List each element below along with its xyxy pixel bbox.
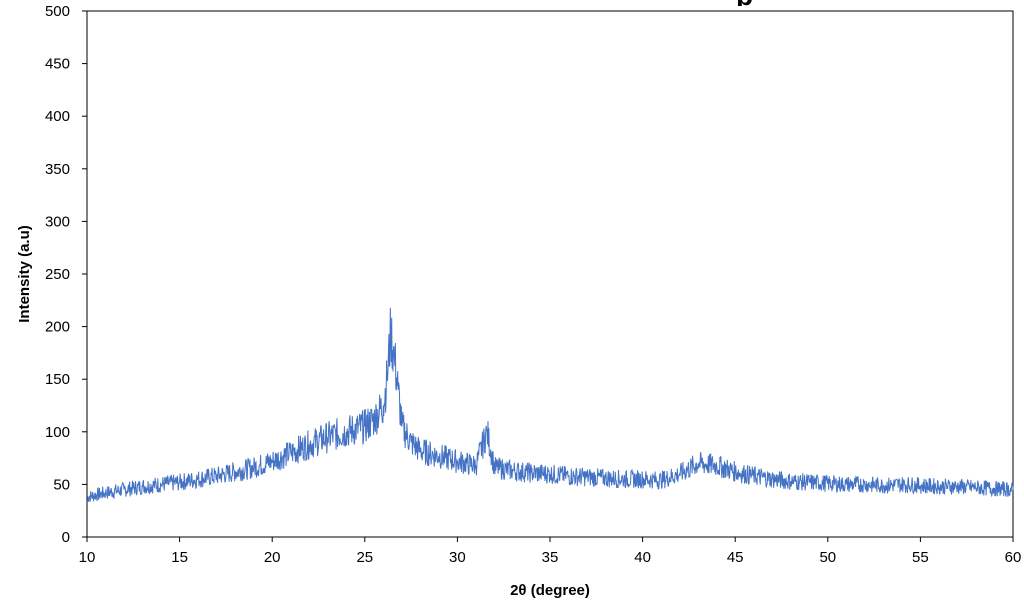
y-axis-ticks: 0 50 100 150 200 250 300 350 400 450 500 <box>45 3 87 546</box>
y-tick-label: 400 <box>45 108 70 125</box>
x-tick-label: 60 <box>1005 549 1022 566</box>
x-tick-label: 30 <box>449 549 466 566</box>
y-tick-label: 200 <box>45 319 70 336</box>
x-tick-label: 35 <box>542 549 559 566</box>
x-axis-ticks: 10 15 20 25 30 35 40 45 50 55 60 <box>79 537 1022 566</box>
x-tick-label: 50 <box>819 549 836 566</box>
x-tick-label: 10 <box>79 549 96 566</box>
x-tick-label: 55 <box>912 549 929 566</box>
x-axis-title: 2θ (degree) <box>510 582 590 599</box>
y-axis-title: Intensity (a.u) <box>16 225 33 323</box>
y-tick-label: 100 <box>45 424 70 441</box>
y-tick-label: 50 <box>53 476 70 493</box>
intensity-series-line <box>87 307 1014 502</box>
x-tick-label: 45 <box>727 549 744 566</box>
y-tick-label: 300 <box>45 213 70 230</box>
x-tick-label: 25 <box>356 549 373 566</box>
plot-area <box>86 10 1014 538</box>
y-tick-label: 450 <box>45 56 70 73</box>
x-tick-label: 20 <box>264 549 281 566</box>
y-tick-label: 500 <box>45 3 70 20</box>
y-tick-label: 0 <box>62 529 70 546</box>
x-tick-label: 15 <box>171 549 188 566</box>
y-tick-label: 150 <box>45 371 70 388</box>
x-tick-label: 40 <box>634 549 651 566</box>
chart-title-fragment: p <box>736 0 752 6</box>
y-tick-label: 250 <box>45 266 70 283</box>
y-tick-label: 350 <box>45 161 70 178</box>
